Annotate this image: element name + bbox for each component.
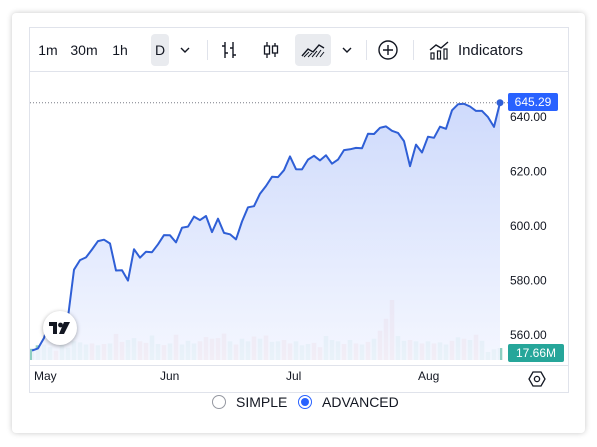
advanced-mode-option[interactable]: ADVANCED xyxy=(298,393,399,411)
chevron-down-icon xyxy=(180,47,190,53)
gear-icon[interactable] xyxy=(528,370,546,388)
y-tick-label: 600.00 xyxy=(510,219,547,233)
simple-mode-label: SIMPLE xyxy=(236,394,288,410)
chevron-down-icon xyxy=(342,47,352,53)
candles-icon xyxy=(263,42,279,58)
candles-chart-type-button[interactable] xyxy=(256,34,286,66)
simple-mode-option[interactable]: SIMPLE xyxy=(212,393,287,411)
price-area xyxy=(32,102,500,360)
interval-d-button[interactable]: D xyxy=(151,34,169,66)
tradingview-logo[interactable] xyxy=(43,311,77,345)
y-tick-label: 580.00 xyxy=(510,274,547,288)
plus-circle-icon xyxy=(378,40,398,60)
simple-mode-radio[interactable] xyxy=(212,395,226,409)
last-price-label: 645.29 xyxy=(508,93,558,111)
bar-chart-type-button[interactable] xyxy=(214,34,244,66)
x-tick-label: May xyxy=(34,369,57,383)
last-volume-label: 17.66M xyxy=(508,344,564,362)
chart-type-dropdown-button[interactable] xyxy=(336,34,358,66)
chart-toolbar: 1m 30m 1h D xyxy=(30,28,568,72)
indicators-button[interactable]: Indicators xyxy=(428,34,534,66)
y-tick-label: 640.00 xyxy=(510,110,547,124)
toolbar-separator xyxy=(366,40,367,60)
indicators-icon xyxy=(429,41,449,60)
last-price-point xyxy=(496,99,504,107)
advanced-mode-radio[interactable] xyxy=(298,395,312,409)
indicators-label: Indicators xyxy=(458,41,524,59)
y-tick-label: 620.00 xyxy=(510,165,547,179)
x-tick-label: Jun xyxy=(160,369,179,383)
interval-dropdown-button[interactable] xyxy=(173,34,197,66)
price-line[interactable] xyxy=(31,102,501,352)
price-chart[interactable]: 640.00 620.00 600.00 580.00 560.00 May Jun Jul A… xyxy=(30,73,568,393)
area-chart-icon xyxy=(301,44,325,58)
interval-30m-button[interactable]: 30m xyxy=(70,42,98,58)
interval-1m-button[interactable]: 1m xyxy=(38,42,58,58)
x-tick-label: Jul xyxy=(286,369,301,383)
ohlc-bars-icon xyxy=(222,42,236,58)
y-tick-label: 560.00 xyxy=(510,328,547,342)
toolbar-separator xyxy=(413,40,414,60)
compare-symbol-button[interactable] xyxy=(373,34,403,66)
tradingview-logo-icon xyxy=(49,322,70,334)
chart-plot-area[interactable]: 640.00 620.00 600.00 580.00 560.00 May Jun Jul A… xyxy=(30,73,568,393)
chart-widget: 1m 30m 1h D xyxy=(29,27,569,393)
x-tick-label: Aug xyxy=(418,369,439,383)
chart-card: 1m 30m 1h D xyxy=(12,13,585,433)
interval-1h-button[interactable]: 1h xyxy=(112,42,128,58)
toolbar-separator xyxy=(207,40,208,60)
area-chart-type-button[interactable] xyxy=(295,34,331,66)
advanced-mode-label: ADVANCED xyxy=(322,394,399,410)
